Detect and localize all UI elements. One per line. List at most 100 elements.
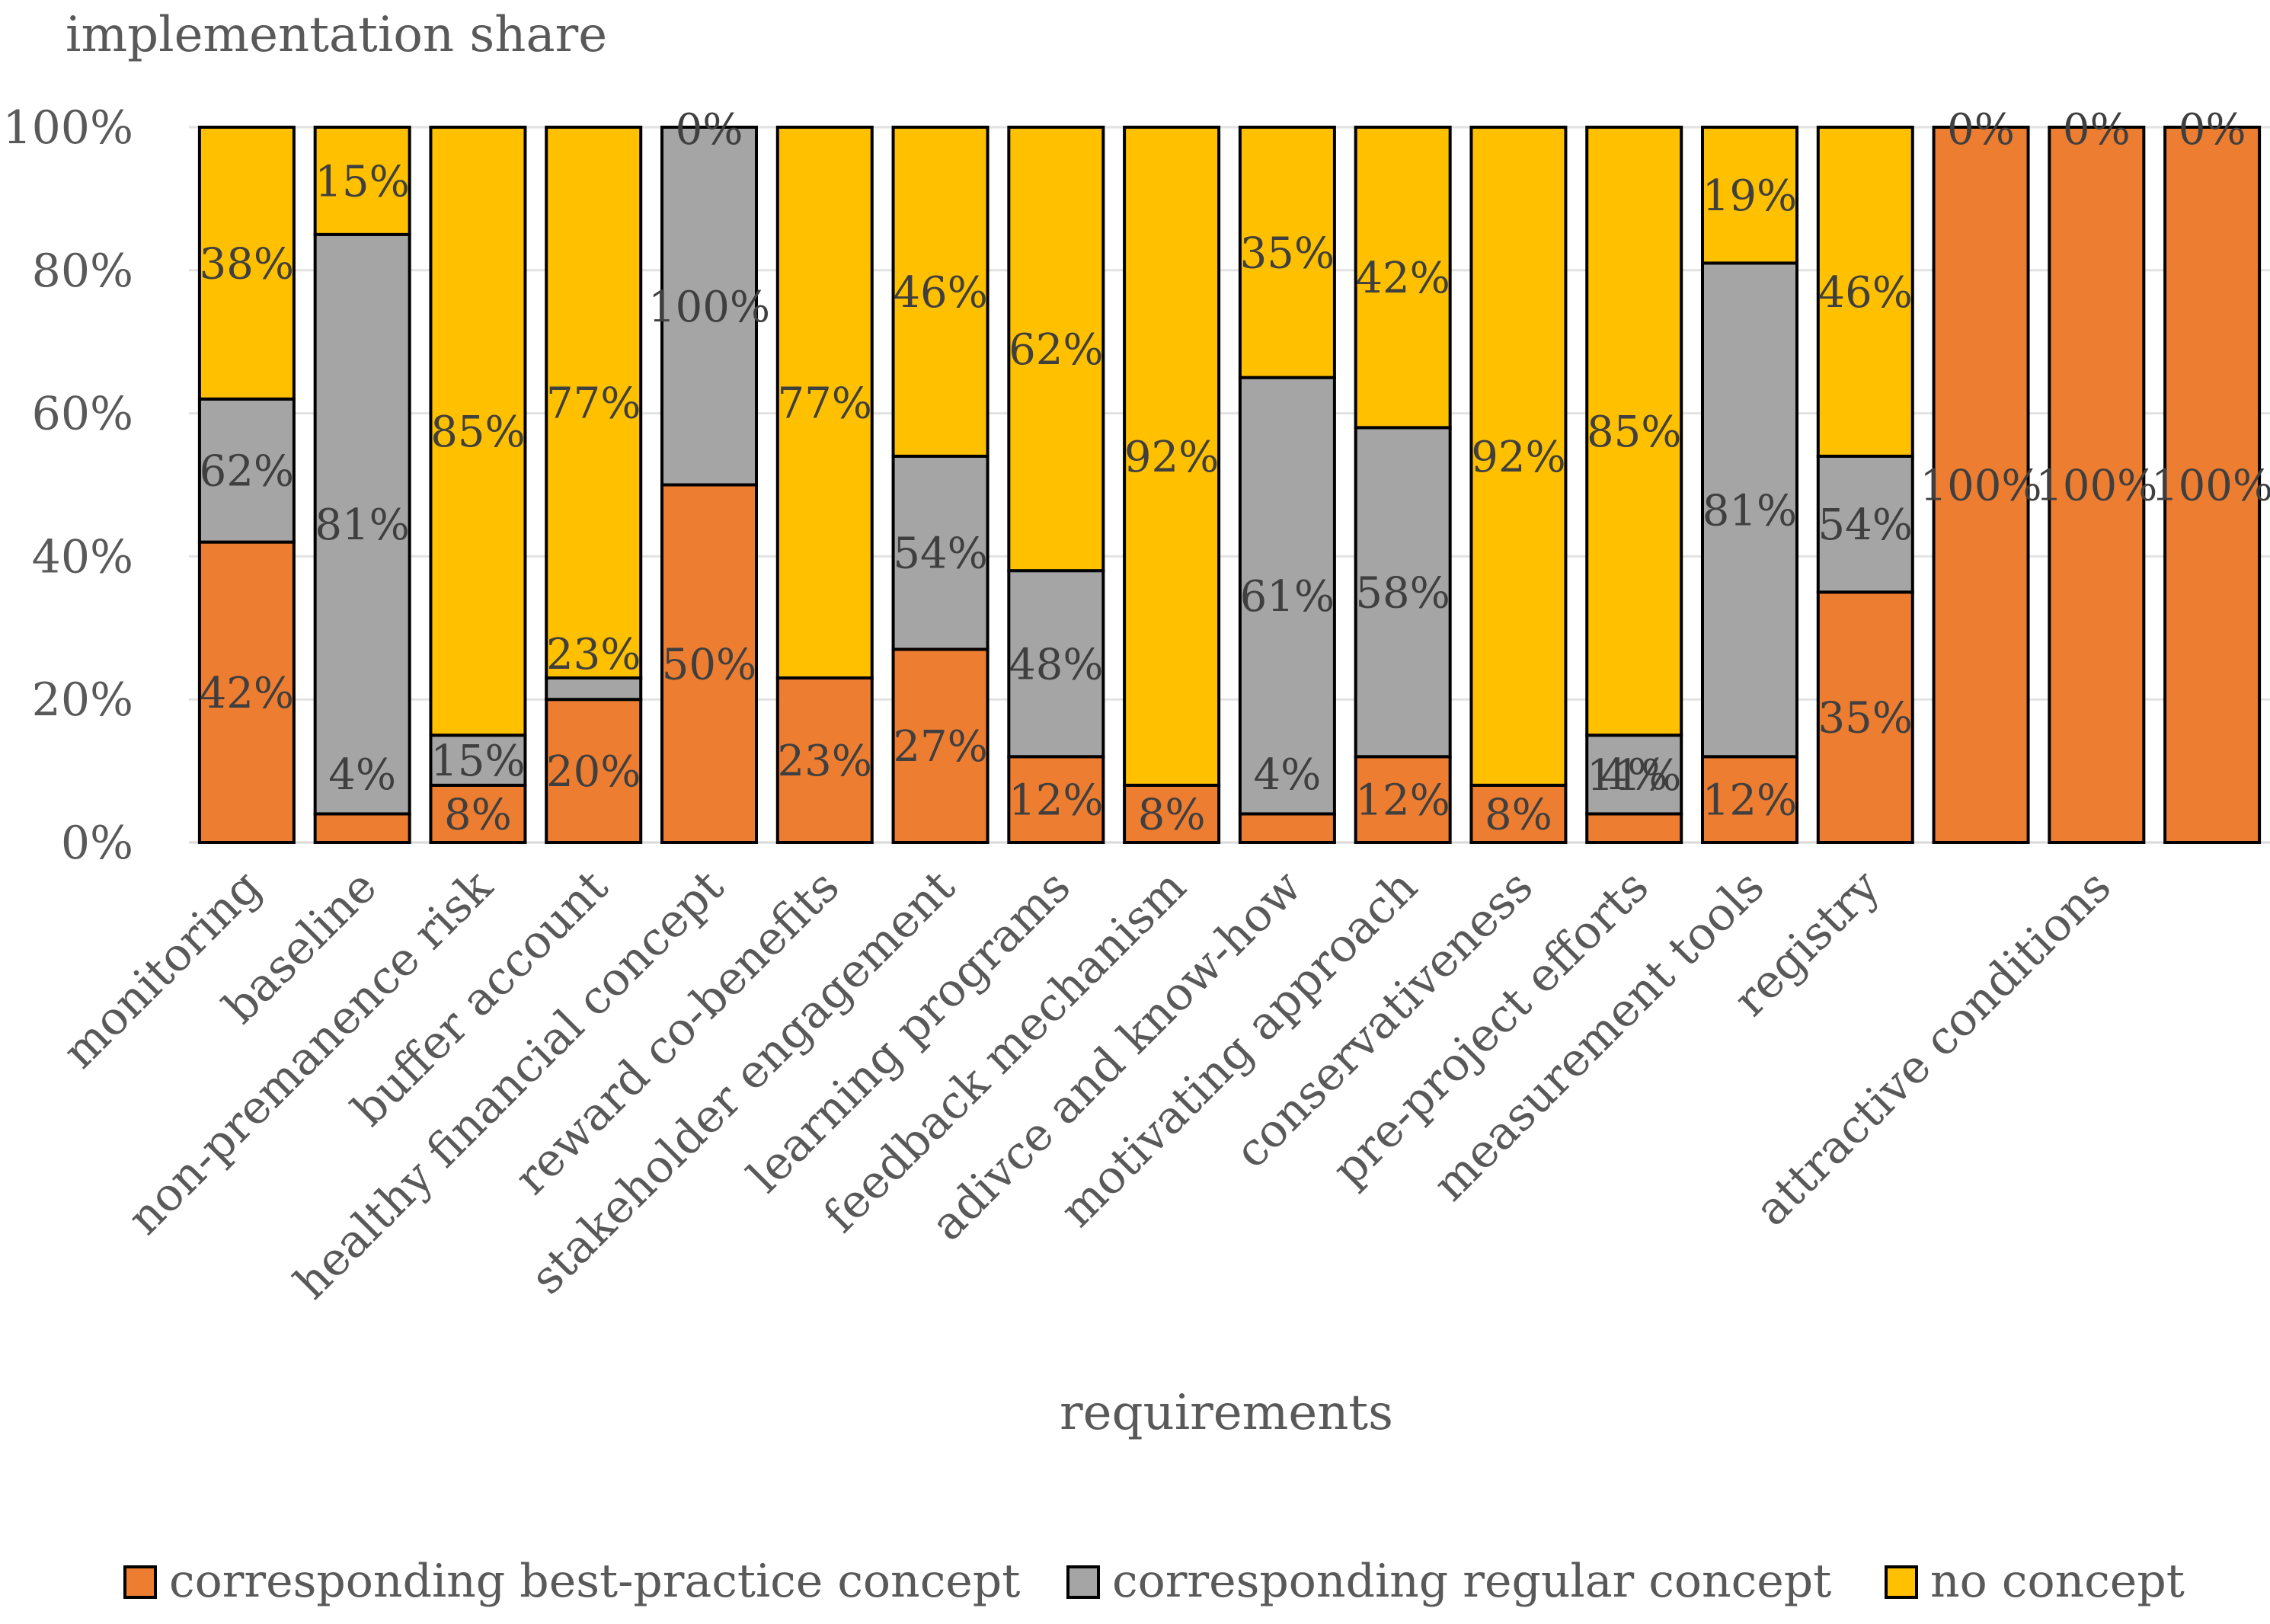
y-tick-label: 0% (61, 817, 133, 870)
data-label: 12% (1009, 776, 1103, 826)
data-label: 61% (1240, 572, 1335, 622)
legend-label: corresponding regular concept (1112, 1555, 1831, 1608)
data-label: 20% (546, 747, 641, 797)
data-label: 0% (676, 105, 743, 155)
data-label: 35% (1240, 229, 1335, 278)
data-label: 8% (444, 790, 512, 839)
data-label: 77% (546, 379, 641, 429)
bar-segment (1238, 126, 1336, 379)
data-label: 85% (430, 408, 525, 457)
gridlines (189, 126, 2270, 844)
bar-segment (545, 698, 643, 845)
data-label: 15% (315, 157, 409, 206)
data-label: 81% (1702, 486, 1797, 535)
bar-segment (1123, 126, 1221, 787)
data-label: 46% (1818, 268, 1913, 318)
y-tick-label: 20% (32, 673, 133, 727)
bar-segment (545, 126, 643, 680)
bar-segment (1469, 783, 1568, 845)
data-label: 0% (1947, 105, 2015, 155)
data-label: 62% (1009, 325, 1103, 375)
bar-segment (1007, 569, 1105, 759)
legend: corresponding best-practice concept corre… (123, 1555, 2185, 1608)
bar-segment (1007, 126, 1105, 573)
bar-segment (1238, 812, 1336, 844)
bar-segment (775, 126, 874, 680)
data-label: 42% (1355, 254, 1450, 303)
bar-segment (429, 783, 527, 845)
data-label: 100% (2035, 462, 2157, 511)
data-label: 38% (200, 239, 294, 289)
data-label: 0% (2179, 105, 2246, 155)
legend-swatch (123, 1565, 157, 1599)
bar-segment (1585, 126, 1683, 737)
bar-segment (1469, 126, 1568, 787)
data-label: 27% (893, 722, 987, 772)
data-label: 35% (1818, 694, 1913, 743)
bars (197, 126, 2262, 845)
data-label: 12% (1355, 776, 1450, 826)
data-label: 4% (1600, 750, 1668, 800)
data-label: 100% (1920, 462, 2042, 511)
data-label: 54% (893, 529, 987, 579)
data-label: 0% (2063, 105, 2131, 155)
legend-label: corresponding best-practice concept (169, 1555, 1020, 1608)
data-label: 92% (1471, 433, 1565, 482)
data-label: 4% (328, 750, 396, 800)
bar-segment (197, 126, 296, 401)
x-axis-title: requirements (1060, 1385, 1393, 1441)
bar-segment (545, 676, 643, 702)
data-label: 50% (662, 640, 756, 689)
data-label: 23% (778, 737, 872, 786)
y-tick-label: 60% (32, 388, 133, 441)
bar-segment (660, 126, 758, 487)
y-tick-label: 40% (32, 530, 133, 583)
data-label: 92% (1124, 433, 1219, 482)
legend-label: no concept (1930, 1555, 2185, 1608)
bar-segment (2048, 126, 2146, 844)
bar-segment (1585, 734, 1683, 816)
data-label: 19% (1702, 171, 1797, 221)
bar-segment (660, 483, 758, 844)
data-label: 46% (893, 268, 987, 318)
data-label: 42% (200, 669, 294, 718)
data-labels: 42%62%38%4%81%15%8%15%85%20%23%77%50%100… (200, 105, 2270, 839)
bar-segment (1701, 126, 1798, 265)
data-label: 100% (648, 283, 770, 332)
y-tick-label: 100% (2, 101, 133, 155)
y-axis-title: implementation share (66, 7, 607, 63)
bar-segment (1816, 126, 1914, 458)
bar-segment (891, 126, 990, 458)
bar-segment (313, 812, 411, 844)
data-label: 8% (1138, 790, 1206, 839)
y-axis-ticks: 0% 20% 40% 60% 80% 100% (2, 101, 133, 870)
data-label: 48% (1009, 640, 1103, 689)
legend-swatch (1885, 1565, 1918, 1599)
data-label: 15% (430, 737, 525, 786)
bar-segment (1354, 126, 1452, 430)
bar-segment (1816, 454, 1914, 594)
data-label: 62% (200, 447, 294, 497)
legend-swatch (1066, 1565, 1100, 1599)
x-tick-label: monitoring (53, 860, 271, 1079)
bar-segment (1701, 261, 1798, 759)
bar-segment (1354, 426, 1452, 759)
data-label: 81% (315, 500, 409, 550)
bar-segment (313, 232, 411, 816)
data-label: 77% (778, 379, 872, 429)
data-label: 54% (1818, 500, 1913, 550)
bar-segment (313, 126, 411, 236)
data-label: 11% (1587, 751, 1681, 801)
data-label: 58% (1355, 568, 1450, 618)
bar-segment (429, 734, 527, 787)
data-label: 85% (1587, 408, 1681, 457)
y-tick-label: 80% (32, 245, 133, 298)
bar-segment (775, 676, 874, 845)
bar-segment (197, 540, 296, 844)
data-label: 12% (1702, 776, 1797, 826)
bar-segment (1816, 590, 1914, 844)
bar-segment (1123, 783, 1221, 845)
bar-segment (1238, 376, 1336, 816)
